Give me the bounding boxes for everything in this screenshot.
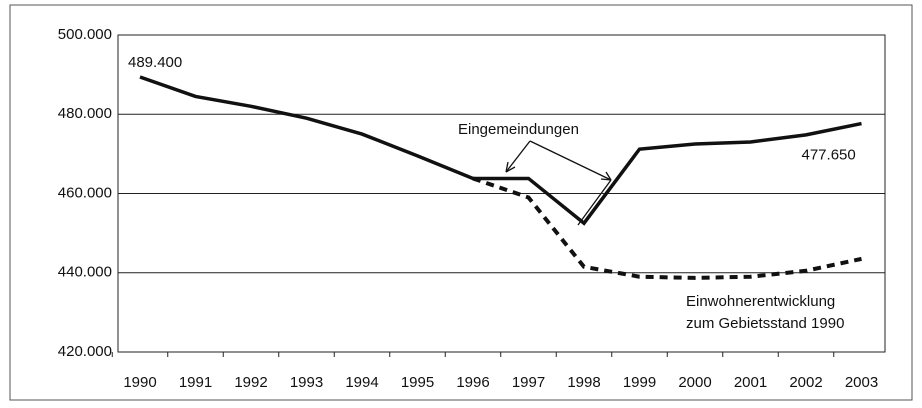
x-tick-label: 1991	[179, 374, 212, 391]
x-tick-label: 2002	[789, 374, 822, 391]
x-tick-label: 1999	[623, 374, 656, 391]
y-tick-label: 460.000	[58, 184, 112, 201]
annotation: Einwohnerentwicklung	[686, 293, 835, 310]
y-tick-label: 480.000	[58, 105, 112, 122]
annotation: zum Gebietsstand 1990	[686, 315, 844, 332]
line	[472, 176, 862, 280]
x-tick-label: 1990	[123, 374, 156, 391]
x-tick-label: 2003	[845, 374, 878, 391]
y-tick-label: 440.000	[58, 264, 112, 281]
x-tick-label: 1995	[401, 374, 434, 391]
chart-frame	[9, 4, 913, 401]
x-tick-label: 2000	[678, 374, 711, 391]
x-tick-label: 1992	[234, 374, 267, 391]
data-label: 477.650	[802, 147, 856, 164]
y-tick-label: 500.000	[58, 26, 112, 43]
data-label: 489.400	[128, 54, 182, 71]
x-tick-label: 1998	[567, 374, 600, 391]
y-tick-label: 420.000	[58, 343, 112, 360]
x-tick-label: 1997	[512, 374, 545, 391]
x-tick-label: 1996	[456, 374, 489, 391]
x-tick-label: 1993	[290, 374, 323, 391]
x-tick-label: 1994	[345, 374, 378, 391]
annotation-arrows	[505, 140, 612, 226]
x-tick-label: 2001	[734, 374, 767, 391]
annotation: Eingemeindungen	[458, 121, 579, 138]
line	[139, 75, 862, 226]
